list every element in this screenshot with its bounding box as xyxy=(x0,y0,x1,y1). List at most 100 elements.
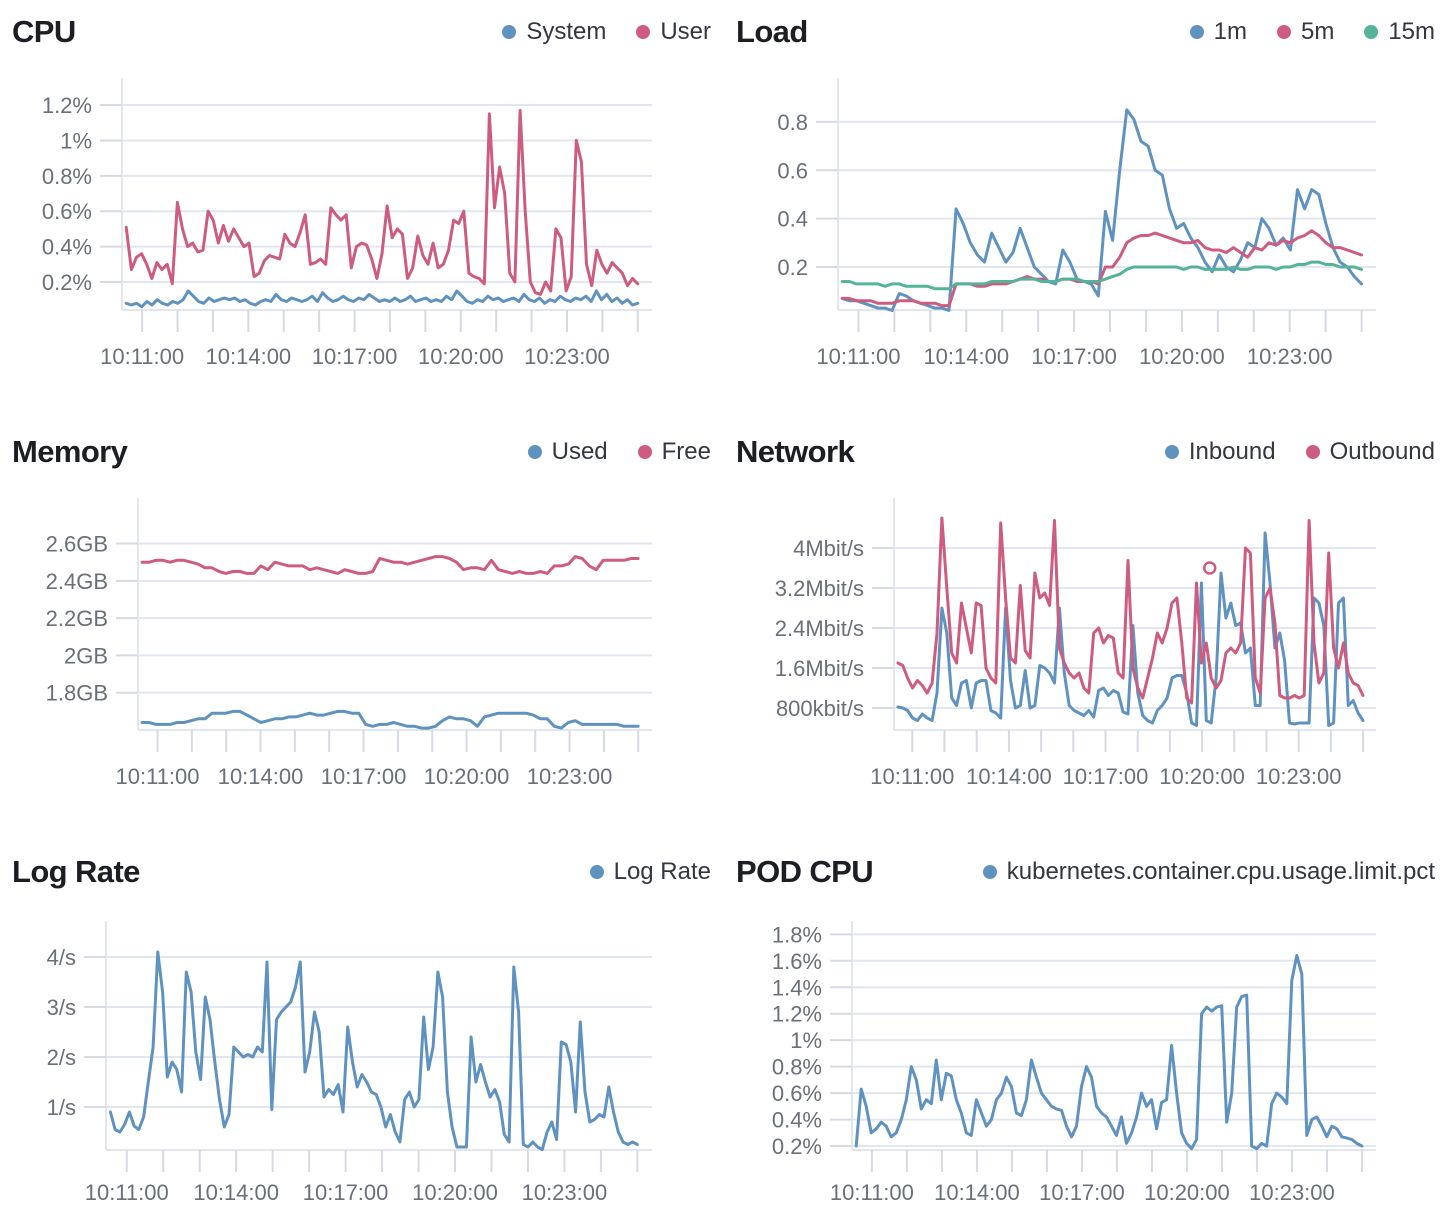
legend-item-outbound[interactable]: Outbound xyxy=(1305,438,1435,466)
legend-dot-icon xyxy=(1364,25,1379,39)
x-tick-label: 10:14:00 xyxy=(966,764,1052,789)
y-tick-label: 1.8GB xyxy=(46,681,108,706)
x-tick-label: 10:23:00 xyxy=(1247,344,1333,369)
series-line-free xyxy=(140,555,640,575)
series-line-kubernetes-container-cpu-usage-limit-pct xyxy=(854,954,1364,1151)
load-chart-canvas[interactable]: 0.2 0.4 0.6 0.8 10:11:00 10:14:00 10:17:00 10:2… xyxy=(724,0,1448,420)
series-lines xyxy=(108,950,639,1151)
legend-cpu: System User xyxy=(502,18,711,46)
chart-panel-cpu: CPU System User 0.2% 0.4% 0.6% 0.8% 1% 1.2% 10:… xyxy=(0,0,724,420)
legend-dot-icon xyxy=(502,25,517,39)
legend-item-free[interactable]: Free xyxy=(637,438,711,466)
y-tick-label: 1.2% xyxy=(42,93,92,118)
legend-item-system[interactable]: System xyxy=(502,18,606,46)
x-tick-label: 10:20:00 xyxy=(412,1180,498,1205)
x-tick-label: 10:11:00 xyxy=(870,764,954,789)
y-tick-label: 3/s xyxy=(47,995,76,1020)
series-line-15m xyxy=(840,260,1363,291)
y-tick-label: 0.4 xyxy=(777,207,808,232)
legend-dot-icon xyxy=(1189,25,1204,39)
legend-label: User xyxy=(660,18,711,45)
y-tick-label: 2.6GB xyxy=(46,532,108,557)
series-line-outbound xyxy=(896,516,1365,705)
axis-lines xyxy=(105,921,652,1151)
x-tick-label: 10:11:00 xyxy=(816,344,900,369)
axis-lines xyxy=(137,498,652,731)
x-tick-label: 10:23:00 xyxy=(522,1180,608,1205)
chart-panel-podcpu: POD CPU kubernetes.container.cpu.usage.l… xyxy=(724,840,1448,1228)
axis-lines xyxy=(851,921,1376,1151)
legend-item-5m[interactable]: 5m xyxy=(1276,18,1335,46)
x-tick-label: 10:20:00 xyxy=(1159,764,1245,789)
lograte-chart-canvas[interactable]: 1/s 2/s 3/s 4/s 10:11:00 10:14:00 10:17:00 10:2… xyxy=(0,840,724,1228)
legend-label: Inbound xyxy=(1188,438,1276,465)
x-tick-label: 10:17:00 xyxy=(1039,1180,1125,1205)
x-tick-label: 10:23:00 xyxy=(524,344,610,369)
legend-dot-icon xyxy=(636,25,651,39)
axis-labels: 1.8GB 2GB 2.2GB 2.4GB 2.6GB 10:11:00 10:14:00 1… xyxy=(46,532,613,789)
chart-panel-load: Load 1m 5m 15m 0.2 0.4 0.6 0.8 10:11:00 10:14:0… xyxy=(724,0,1448,420)
series-line-used xyxy=(140,709,640,730)
podcpu-chart-canvas[interactable]: 0.2%0.4%0.6%0.8%1%1.2%1.4%1.6%1.8% 10:11:… xyxy=(724,840,1448,1228)
axis-ticks xyxy=(84,956,639,1172)
isolated-point-marker-icon xyxy=(1202,561,1217,575)
axis-lines xyxy=(837,78,1376,311)
legend-dot-icon xyxy=(527,445,542,459)
y-tick-label: 2.2GB xyxy=(46,606,108,631)
y-tick-label: 0.4% xyxy=(772,1108,822,1133)
y-tick-label: 0.8% xyxy=(42,164,92,189)
legend-memory: Used Free xyxy=(527,438,711,466)
x-tick-label: 10:20:00 xyxy=(1144,1180,1230,1205)
series-line-log-rate xyxy=(108,950,639,1151)
y-tick-label: 2GB xyxy=(64,643,108,668)
y-tick-label: 1.6% xyxy=(772,949,822,974)
axis-ticks xyxy=(116,542,640,752)
legend-item-15m[interactable]: 15m xyxy=(1364,18,1435,46)
y-tick-label: 2/s xyxy=(47,1045,76,1070)
y-tick-label: 0.6% xyxy=(772,1081,822,1106)
axis-lines xyxy=(121,78,652,311)
series-line-system xyxy=(124,289,640,309)
chart-panel-memory: Memory Used Free 1.8GB 2GB 2.2GB 2.4GB 2.6GB 1… xyxy=(0,420,724,840)
y-tick-label: 0.6 xyxy=(777,158,808,183)
legend-item-user[interactable]: User xyxy=(636,18,711,46)
series-lines xyxy=(124,108,640,309)
y-tick-label: 0.4% xyxy=(42,235,92,260)
series-line-inbound xyxy=(896,531,1365,727)
cpu-chart-canvas[interactable]: 0.2% 0.4% 0.6% 0.8% 1% 1.2% 10:11:00 10:14:00 10… xyxy=(0,0,724,420)
x-tick-label: 10:14:00 xyxy=(193,1180,279,1205)
legend-item-inbound[interactable]: Inbound xyxy=(1164,438,1276,466)
legend-dot-icon xyxy=(982,865,997,879)
x-tick-label: 10:14:00 xyxy=(934,1180,1020,1205)
legend-label: 15m xyxy=(1388,18,1435,45)
y-tick-label: 1.2% xyxy=(772,1002,822,1027)
x-tick-label: 10:17:00 xyxy=(1063,764,1149,789)
legend-dot-icon xyxy=(1164,445,1179,459)
x-tick-label: 10:17:00 xyxy=(312,344,398,369)
y-tick-label: 4/s xyxy=(47,945,76,970)
legend-item-1m[interactable]: 1m xyxy=(1189,18,1247,46)
x-tick-label: 10:17:00 xyxy=(1031,344,1117,369)
network-chart-canvas[interactable]: 800kbit/s 1.6Mbit/s 2.4Mbit/s 3.2Mbit/s 4Mbi… xyxy=(724,420,1448,840)
legend-item-used[interactable]: Used xyxy=(527,438,608,466)
y-tick-label: 3.2Mbit/s xyxy=(775,576,864,601)
legend-label: 1m xyxy=(1213,18,1247,45)
axis-ticks xyxy=(830,933,1363,1172)
y-gridlines xyxy=(852,933,1376,1148)
legend-item-kubernetes-container-cpu-usage-limit-pct[interactable]: kubernetes.container.cpu.usage.limit.pct xyxy=(982,858,1435,886)
axis-labels: 0.2 0.4 0.6 0.8 10:11:00 10:14:00 10:17:00 10:2… xyxy=(777,110,1332,369)
legend-dot-icon xyxy=(589,865,604,879)
memory-chart-canvas[interactable]: 1.8GB 2GB 2.2GB 2.4GB 2.6GB 10:11:00 10:14:00 1… xyxy=(0,420,724,840)
series-line-1m xyxy=(840,108,1363,312)
chart-panel-network: Network Inbound Outbound 800kbit/s 1.6Mbit… xyxy=(724,420,1448,840)
x-tick-label: 10:20:00 xyxy=(1139,344,1225,369)
y-tick-label: 0.6% xyxy=(42,199,92,224)
axis-labels: 0.2% 0.4% 0.6% 0.8% 1% 1.2% 10:11:00 10:14:00 10… xyxy=(42,93,610,369)
legend-label: 5m xyxy=(1300,18,1335,45)
legend-item-log-rate[interactable]: Log Rate xyxy=(589,858,711,886)
x-tick-label: 10:20:00 xyxy=(424,764,510,789)
y-tick-label: 1.6Mbit/s xyxy=(775,656,864,681)
x-tick-label: 10:11:00 xyxy=(830,1180,914,1205)
legend-label: Used xyxy=(551,438,608,465)
